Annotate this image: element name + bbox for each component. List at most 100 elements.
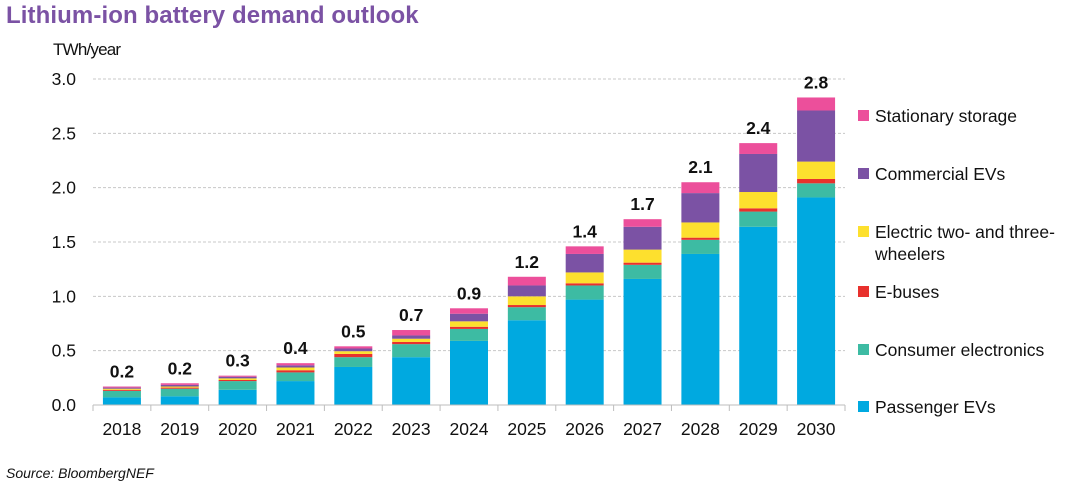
total-label: 1.2 <box>515 252 540 272</box>
bar-stack-2029 <box>739 143 778 405</box>
legend-label: Commercial EVs <box>875 164 1006 184</box>
bar-segment-passenger-evs <box>739 226 778 405</box>
legend-swatch <box>858 286 869 297</box>
y-tick-label: 3.0 <box>52 69 77 89</box>
bar-segment-e-buses <box>276 370 315 373</box>
bar-segment-e-buses <box>102 389 141 391</box>
bar-segment-passenger-evs <box>102 397 141 405</box>
bar-segment-consumer-electronics <box>450 328 488 341</box>
bar-stack-2027 <box>623 219 662 405</box>
legend-swatch <box>858 401 869 412</box>
x-tick-label: 2026 <box>565 419 604 439</box>
total-label: 1.7 <box>630 194 654 214</box>
bar-segment-stationary-storage <box>565 246 604 254</box>
bar-stack-2021 <box>276 363 315 405</box>
total-label: 0.2 <box>168 358 193 378</box>
legend-swatch <box>858 110 869 121</box>
bar-segment-commercial-evs <box>507 285 546 297</box>
x-tick-label: 2018 <box>102 419 141 439</box>
legend-item: Commercial EVs <box>858 163 1080 185</box>
bar-stack-2024 <box>450 308 488 405</box>
bar-stack-2025 <box>507 276 546 405</box>
bar-segment-e-buses <box>681 237 720 240</box>
total-label: 2.8 <box>804 72 829 92</box>
total-label: 0.7 <box>399 305 423 325</box>
legend-item: Passenger EVs <box>858 396 1080 418</box>
bar-segment-stationary-storage <box>623 219 662 227</box>
y-tick-label: 2.5 <box>52 123 76 143</box>
bar-segment-consumer-electronics <box>623 264 662 279</box>
bar-segment-e-buses <box>334 353 373 358</box>
bar-segment-consumer-electronics <box>392 344 431 358</box>
y-axis-ticks: 0.0 0.5 1.0 1.5 2.0 2.5 3.0 <box>52 69 77 415</box>
bar-segment-consumer-electronics <box>797 183 836 198</box>
x-tick-label: 2023 <box>392 419 431 439</box>
bar-segment-e-buses <box>218 380 257 382</box>
y-axis-unit-label: TWh/year <box>53 40 121 59</box>
bar-segment-commercial-evs <box>623 226 662 250</box>
total-label: 0.2 <box>110 362 135 382</box>
bar-stack-2022 <box>334 346 373 405</box>
bar-stack-2023 <box>392 330 431 405</box>
bar-segment-electric-two-and-three-wheelers <box>450 321 488 327</box>
bar-segment-stationary-storage <box>102 386 141 388</box>
bar-segment-consumer-electronics <box>102 390 141 398</box>
bar-segment-passenger-evs <box>681 253 720 405</box>
x-tick-label: 2020 <box>218 419 257 439</box>
legend-label: Consumer electronics <box>875 340 1045 360</box>
legend-label: Stationary storage <box>875 106 1018 126</box>
bar-segment-consumer-electronics <box>218 381 257 390</box>
bar-segment-passenger-evs <box>623 278 662 405</box>
x-tick-label: 2029 <box>739 419 778 439</box>
x-tick-label: 2027 <box>623 419 662 439</box>
bar-segment-stationary-storage <box>218 375 257 377</box>
legend-swatch <box>858 226 869 237</box>
legend-item: Consumer electronics <box>858 339 1080 361</box>
bar-segment-stationary-storage <box>160 383 199 385</box>
bar-stack-2019 <box>160 383 199 405</box>
bar-stack-2020 <box>218 375 257 405</box>
y-tick-label: 1.5 <box>52 232 76 252</box>
bar-segment-stationary-storage <box>276 363 315 366</box>
bar-segment-commercial-evs <box>392 335 431 339</box>
bar-segment-consumer-electronics <box>276 372 315 382</box>
bar-segment-e-buses <box>507 305 546 308</box>
bar-segment-electric-two-and-three-wheelers <box>334 351 373 354</box>
bar-stack-2030 <box>797 97 836 405</box>
bar-segment-commercial-evs <box>334 348 373 352</box>
total-label: 0.5 <box>341 321 366 341</box>
bar-segment-stationary-storage <box>507 276 546 286</box>
legend-label: Passenger EVs <box>875 397 996 417</box>
bar-stack-2018 <box>102 386 141 405</box>
x-tick-label: 2030 <box>797 419 836 439</box>
bar-segment-commercial-evs <box>565 253 604 273</box>
bar-segment-electric-two-and-three-wheelers <box>797 161 836 179</box>
legend: Stationary storage Commercial EVs Electric… <box>858 0 1080 487</box>
x-tick-label: 2021 <box>276 419 315 439</box>
bar-segment-consumer-electronics <box>565 285 604 300</box>
bar-segment-electric-two-and-three-wheelers <box>102 388 141 390</box>
legend-swatch <box>858 344 869 355</box>
bar-segment-consumer-electronics <box>507 307 546 321</box>
y-tick-label: 0.5 <box>52 341 76 361</box>
bar-segment-passenger-evs <box>276 381 315 405</box>
bar-segment-electric-two-and-three-wheelers <box>565 272 604 284</box>
x-tick-label: 2025 <box>507 419 546 439</box>
bar-segment-consumer-electronics <box>160 388 199 397</box>
x-tick-label: 2019 <box>160 419 199 439</box>
bar-segment-consumer-electronics <box>739 211 778 227</box>
bar-segment-passenger-evs <box>334 366 373 405</box>
bar-segment-passenger-evs <box>450 340 488 405</box>
total-label: 1.4 <box>573 221 598 241</box>
legend-item: Electric two- and three-wheelers <box>858 221 1080 265</box>
bar-segment-passenger-evs <box>565 299 604 405</box>
bar-segment-stationary-storage <box>797 97 836 111</box>
bar-segment-consumer-electronics <box>681 239 720 254</box>
bar-segment-e-buses <box>392 341 431 345</box>
bar-segment-stationary-storage <box>450 308 488 314</box>
total-label: 0.4 <box>283 338 308 358</box>
bar-segment-electric-two-and-three-wheelers <box>392 338 431 342</box>
total-label: 0.9 <box>457 283 482 303</box>
bar-segment-e-buses <box>565 283 604 286</box>
bar-segment-commercial-evs <box>739 153 778 193</box>
